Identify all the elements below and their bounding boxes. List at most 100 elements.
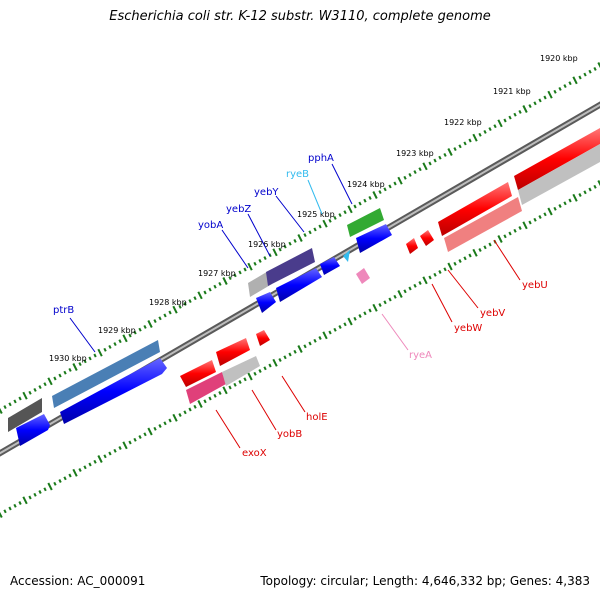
gene-arrow-red-mid[interactable] — [216, 338, 250, 366]
gene-arrow-yebY[interactable] — [320, 257, 340, 275]
gene-label-yobB[interactable]: yobB — [277, 429, 302, 440]
tick-mark — [288, 241, 292, 246]
tick-mark — [293, 238, 297, 243]
tick-mark — [353, 316, 357, 321]
tick-mark — [453, 261, 457, 266]
gene-arrow-exoX[interactable] — [186, 372, 226, 404]
tick-mark — [508, 231, 512, 236]
tick-mark — [318, 224, 322, 229]
gene-arrow-ptrB[interactable] — [60, 358, 167, 424]
outer-tick-ring — [0, 62, 600, 414]
gene-label-exoX[interactable]: exoX — [242, 448, 267, 459]
tick-mark — [468, 138, 472, 143]
tick-mark — [493, 124, 497, 129]
tick-mark — [543, 95, 547, 100]
gene-label-ptrB[interactable]: ptrB — [53, 305, 74, 316]
tick-mark — [103, 454, 107, 459]
gene-label-yebY[interactable]: yebY — [254, 187, 279, 198]
tick-mark — [147, 320, 153, 328]
tick-mark — [533, 101, 537, 106]
tick-mark — [163, 421, 167, 426]
gene-arrow-exoX-top[interactable] — [180, 360, 216, 387]
gene-label-pphA[interactable]: pphA — [308, 153, 334, 164]
tick-mark — [253, 261, 257, 266]
feature-block-yobA[interactable] — [266, 248, 315, 286]
tick-mark — [38, 490, 42, 494]
tick-mark — [553, 89, 557, 94]
tick-mark — [8, 506, 12, 511]
tick-mark — [297, 234, 303, 242]
gene-arrow-yebW[interactable] — [406, 238, 418, 254]
tick-mark — [168, 418, 172, 423]
tick-mark — [13, 503, 17, 508]
tick-mark — [408, 286, 412, 291]
feature-block-gray-left[interactable] — [8, 398, 42, 432]
tick-mark — [303, 344, 307, 349]
feature-block-pseudo[interactable] — [248, 270, 272, 297]
forward-features — [8, 128, 600, 432]
tick-mark — [583, 190, 587, 195]
tick-mark — [538, 215, 542, 219]
tick-mark — [143, 432, 147, 437]
tick-mark — [72, 363, 78, 371]
tick-mark — [293, 349, 297, 354]
kbp-label-1926: 1926 kbp — [248, 240, 286, 249]
gene-arrow-holE[interactable] — [256, 330, 270, 346]
gene-arrow-ryeA[interactable] — [356, 268, 370, 284]
tick-mark — [363, 311, 367, 316]
gene-labels: ptrB yobA yebZ yebY ryeB pphA yebU yebV … — [53, 153, 548, 459]
tick-mark — [228, 385, 232, 390]
feature-block-ryeB[interactable] — [343, 250, 350, 262]
kbp-label-1929: 1929 kbp — [98, 326, 136, 335]
gene-arrow-blue-1[interactable] — [16, 414, 50, 446]
tick-mark — [463, 256, 467, 261]
gene-label-yobA[interactable]: yobA — [198, 220, 223, 231]
tick-mark — [83, 359, 87, 364]
feature-block-red-upper-1[interactable] — [438, 182, 512, 236]
tick-mark — [147, 427, 153, 436]
gene-label-yebZ[interactable]: yebZ — [226, 204, 251, 215]
feature-block-pphA[interactable] — [347, 208, 384, 237]
gene-label-yebV[interactable]: yebV — [480, 308, 505, 319]
gene-label-ryeA[interactable]: ryeA — [409, 350, 432, 361]
tick-mark — [243, 377, 247, 382]
tick-mark — [158, 316, 162, 321]
gene-arrow-yobA[interactable] — [256, 292, 276, 313]
tick-mark — [388, 297, 392, 302]
leader-lines — [69, 163, 521, 449]
gene-arrow-yebZ[interactable] — [276, 268, 322, 302]
tick-mark — [343, 210, 347, 215]
feature-block-yebW-pale[interactable] — [444, 197, 522, 252]
tick-mark — [28, 495, 32, 500]
tick-mark — [113, 448, 117, 453]
gene-label-yebW[interactable]: yebW — [454, 323, 482, 334]
tick-mark — [413, 283, 417, 288]
tick-mark — [263, 366, 267, 371]
tick-mark — [443, 152, 447, 157]
gene-label-yebU[interactable]: yebU — [522, 280, 548, 291]
gene-label-holE[interactable]: holE — [306, 412, 328, 423]
tick-mark — [593, 66, 597, 71]
gene-arrow-yobB-pale[interactable] — [222, 356, 260, 386]
tick-mark — [178, 413, 182, 417]
tick-mark — [563, 201, 567, 206]
gene-label-ryeB[interactable]: ryeB — [286, 169, 309, 180]
gene-arrow-yebV[interactable] — [420, 230, 434, 246]
tick-mark — [478, 248, 482, 252]
tick-mark — [193, 296, 197, 301]
tick-mark — [58, 373, 62, 378]
tick-mark — [222, 386, 228, 395]
tick-mark — [433, 272, 437, 277]
tick-mark — [333, 327, 337, 332]
tick-mark — [133, 437, 137, 442]
feature-block-ptrB[interactable] — [52, 340, 160, 408]
feature-block-red-upper-2[interactable] — [514, 128, 600, 190]
tick-mark — [578, 193, 582, 197]
tick-mark — [308, 341, 312, 346]
tick-mark — [572, 193, 578, 202]
gene-arrow-pphA[interactable] — [356, 224, 392, 253]
feature-block-gray-right[interactable] — [518, 144, 600, 205]
tick-mark — [413, 170, 417, 175]
tick-mark — [497, 235, 503, 243]
tick-mark — [158, 424, 162, 428]
